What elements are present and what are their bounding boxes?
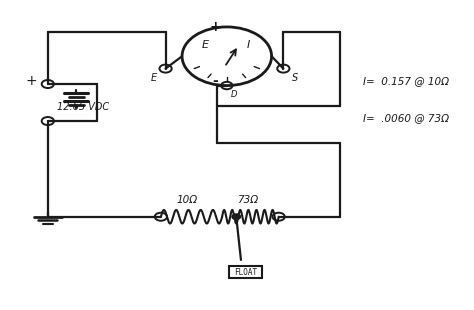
Text: I=  0.157 @ 10Ω: I= 0.157 @ 10Ω [364, 76, 449, 86]
Text: S: S [292, 73, 298, 83]
Text: E: E [202, 40, 209, 51]
Bar [229, 266, 262, 278]
Text: I: I [246, 40, 250, 51]
Text: 73Ω: 73Ω [237, 195, 259, 205]
Text: +: + [26, 74, 37, 88]
Text: 12.65 VDC: 12.65 VDC [57, 102, 109, 112]
Text: I=  .0060 @ 73Ω: I= .0060 @ 73Ω [364, 113, 449, 123]
Text: D: D [231, 90, 237, 99]
Circle shape [232, 214, 240, 219]
Text: E: E [151, 73, 157, 83]
Text: FLOAT: FLOAT [234, 268, 257, 277]
Text: 10Ω: 10Ω [176, 195, 197, 205]
Text: -: - [212, 74, 218, 88]
Text: +: + [209, 20, 221, 34]
